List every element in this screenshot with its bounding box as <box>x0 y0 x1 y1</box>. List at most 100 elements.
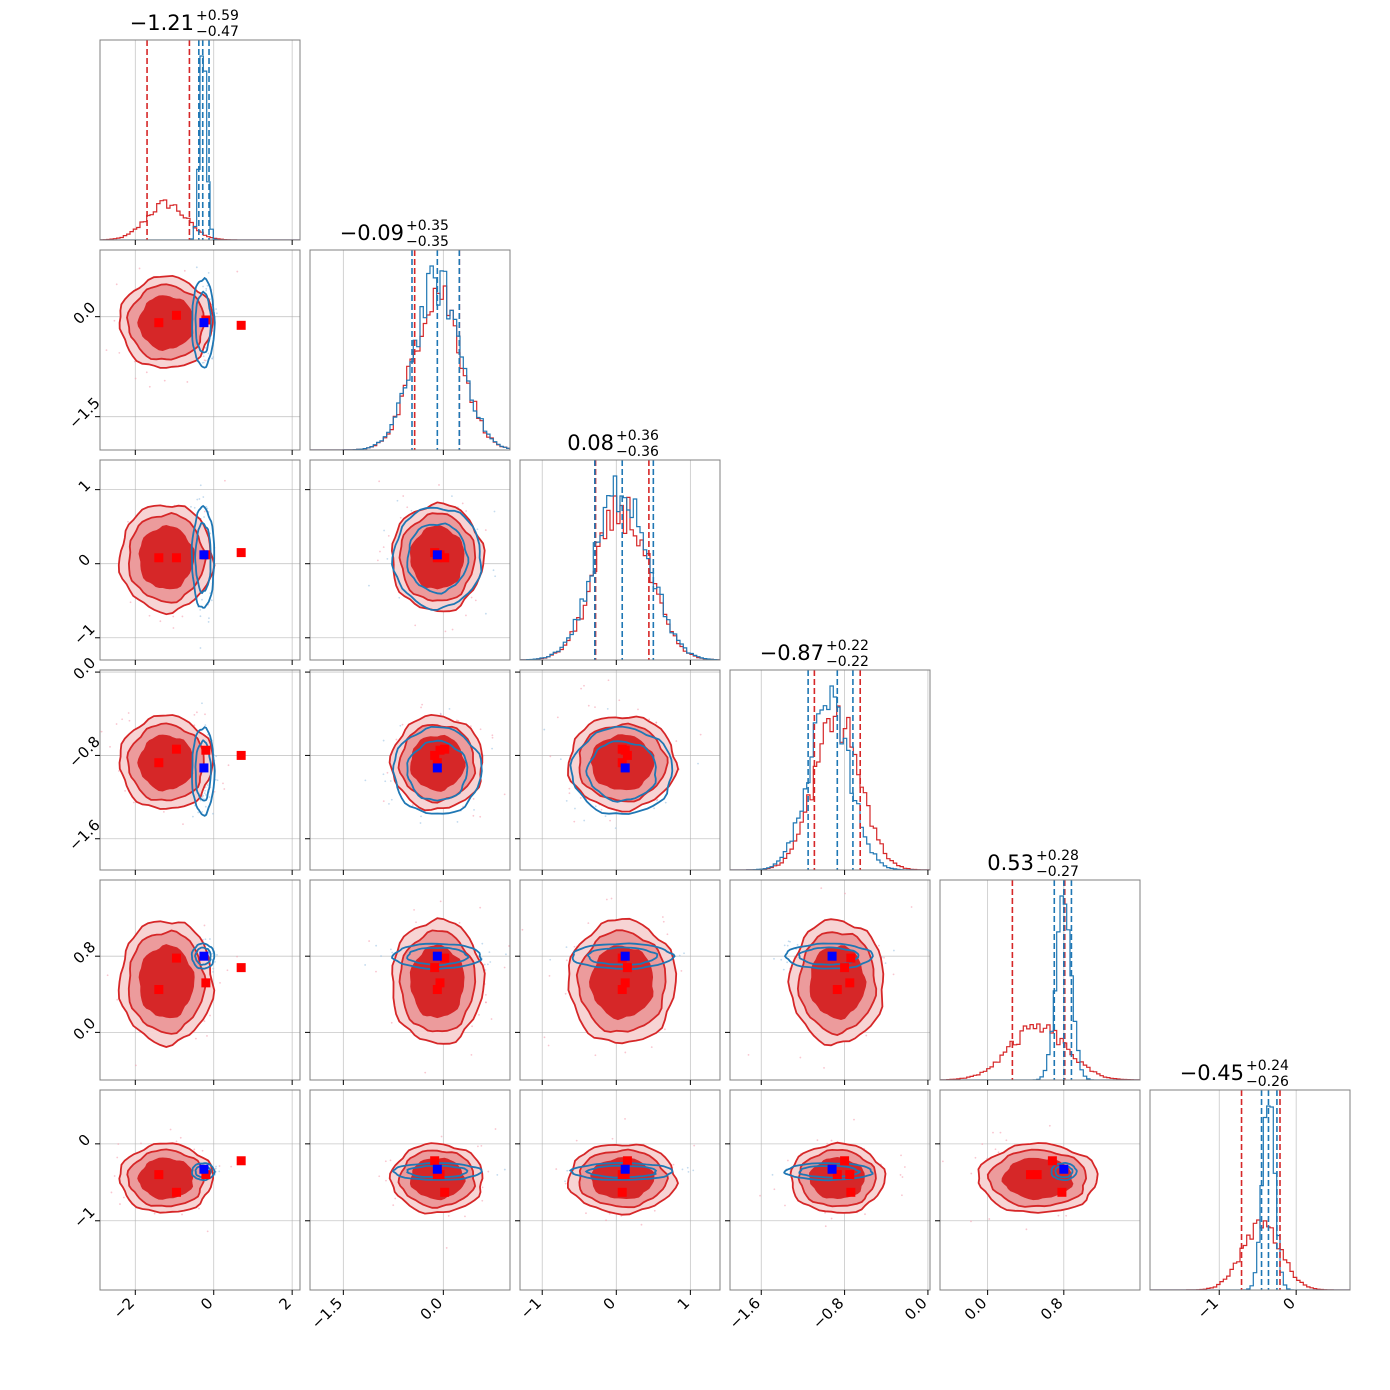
blue-sample-point <box>503 1168 506 1171</box>
red-sample-point <box>478 1013 480 1016</box>
red-sample-point <box>390 1021 393 1024</box>
red-marker <box>236 548 246 558</box>
red-sample-point <box>153 1212 156 1215</box>
panel-4-4: 0.53 +0.28−0.27 <box>939 848 1141 1085</box>
red-sample-point <box>116 998 119 1001</box>
blue-sample-point <box>195 266 198 269</box>
red-sample-point <box>479 815 482 818</box>
red-sample-point <box>461 502 464 505</box>
red-sample-point <box>439 900 442 903</box>
blue-sample-point <box>208 617 210 620</box>
blue-sample-point <box>494 575 497 578</box>
blue-sample-point <box>199 484 202 487</box>
blue-sample-point <box>364 964 367 966</box>
red-sample-point <box>1048 1124 1051 1127</box>
red-sample-point <box>637 708 639 711</box>
blue-contour-outer <box>191 726 216 817</box>
blue-sample-point <box>199 615 202 618</box>
red-marker <box>430 963 440 973</box>
blue-sample-point <box>476 528 479 531</box>
panel-frame <box>99 669 301 871</box>
param-title-lower: −0.36 <box>616 444 659 460</box>
blue-marker <box>432 1164 442 1174</box>
red-sample-point <box>547 1044 550 1047</box>
blue-sample-point <box>204 347 207 349</box>
red-marker <box>432 758 442 768</box>
red-marker <box>154 758 164 768</box>
blue-marker <box>199 550 209 560</box>
red-sample-point <box>587 704 590 707</box>
red-sample-point <box>438 484 440 486</box>
blue-sample-point <box>199 608 202 611</box>
red-sample-point <box>472 798 475 800</box>
red-sample-point <box>376 559 379 562</box>
blue-sample-point <box>518 774 520 776</box>
red-sample-point <box>1005 1139 1008 1142</box>
red-sample-point <box>988 1218 991 1220</box>
blue-sample-point <box>206 784 209 786</box>
param-title-lower: −0.27 <box>1036 864 1079 880</box>
red-sample-point <box>490 1018 493 1020</box>
blue-sample-point <box>604 815 607 818</box>
red-sample-point <box>564 992 567 995</box>
blue-sample-point <box>574 807 576 810</box>
red-marker <box>1032 1170 1042 1180</box>
panel-5-3: −1.6 −0.8 0.0 <box>725 1089 931 1333</box>
blue-sample-point <box>565 799 568 802</box>
blue-sample-point <box>653 807 656 810</box>
blue-sample-point <box>786 944 789 947</box>
red-sample-point <box>491 736 494 739</box>
red-sample-point <box>219 982 221 984</box>
red-marker <box>435 978 445 988</box>
blue-sample-point <box>375 944 378 947</box>
blue-marker <box>432 951 442 961</box>
red-marker <box>620 978 630 988</box>
red-marker <box>840 963 850 973</box>
blue-contour-outer <box>392 1161 483 1181</box>
blue-sample-point <box>448 707 451 710</box>
blue-contour-outer <box>1050 1161 1078 1182</box>
blue-sample-point <box>382 773 385 776</box>
blue-sample-point <box>391 951 394 954</box>
red-sample-point <box>121 718 124 721</box>
blue-sample-point <box>559 758 562 761</box>
blue-sample-point <box>204 724 207 727</box>
panel-3-0: 0.0 −0.8 −1.6 <box>65 654 301 875</box>
blue-marker <box>827 951 837 961</box>
red-sample-point <box>133 360 136 363</box>
red-sample-point <box>97 790 99 792</box>
red-sample-point <box>218 1165 221 1167</box>
red-sample-point <box>816 1139 819 1142</box>
blue-contour-outer <box>190 504 216 609</box>
blue-sample-point <box>212 967 215 970</box>
red-marker <box>440 1187 450 1197</box>
red-sample-point <box>974 1156 977 1159</box>
red-sample-point <box>100 730 103 733</box>
red-sample-point <box>193 1148 196 1151</box>
blue-marker <box>199 763 209 773</box>
red-sample-point <box>444 630 447 633</box>
red-sample-point <box>145 371 148 374</box>
red-sample-point <box>445 1247 448 1249</box>
blue-sample-point <box>212 971 215 973</box>
red-sample-point <box>624 1118 626 1120</box>
red-sample-point <box>521 928 524 931</box>
red-sample-point <box>378 1175 381 1178</box>
red-sample-point <box>96 530 98 532</box>
blue-sample-point <box>399 724 402 727</box>
blue-contour-inner <box>798 1164 861 1179</box>
red-sample-point <box>222 782 224 785</box>
red-sample-point <box>564 1182 567 1185</box>
blue-sample-point <box>789 940 791 943</box>
red-sample-point <box>587 922 590 925</box>
red-sample-point <box>134 377 137 380</box>
red-sample-point <box>413 908 415 911</box>
panel-frame <box>99 249 301 451</box>
red-sample-point <box>994 1148 997 1151</box>
blue-sample-point <box>216 779 219 782</box>
blue-sample-point <box>505 953 507 956</box>
blue-sample-point <box>773 957 775 960</box>
panel-2-1 <box>305 459 511 665</box>
panel-4-2 <box>515 879 721 1085</box>
blue-sample-point <box>203 792 206 795</box>
